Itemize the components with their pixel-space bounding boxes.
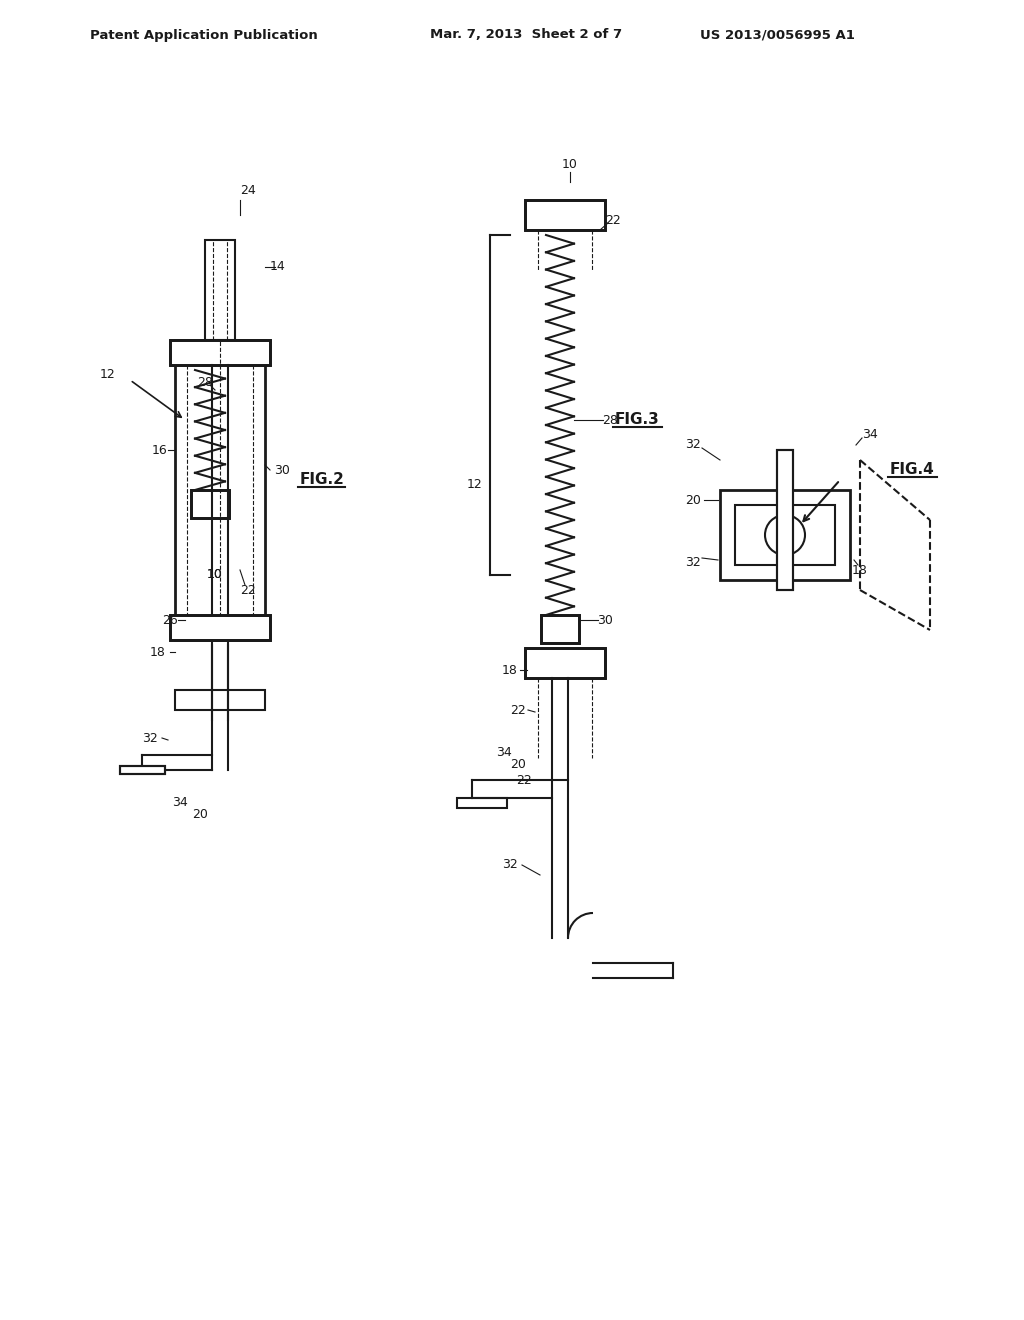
Text: 22: 22 — [605, 214, 621, 227]
Text: 22: 22 — [510, 704, 526, 717]
Text: Patent Application Publication: Patent Application Publication — [90, 29, 317, 41]
Text: 32: 32 — [142, 731, 158, 744]
Bar — [175, 341, 265, 640]
Bar — [175, 690, 265, 710]
Bar — [170, 341, 270, 366]
Text: Mar. 7, 2013  Sheet 2 of 7: Mar. 7, 2013 Sheet 2 of 7 — [430, 29, 623, 41]
Text: 26: 26 — [162, 614, 178, 627]
Text: 32: 32 — [685, 438, 700, 451]
Text: 20: 20 — [510, 759, 526, 771]
Bar — [170, 341, 270, 366]
Bar — [541, 615, 579, 643]
Text: 24: 24 — [240, 183, 256, 197]
Bar — [525, 648, 605, 678]
Text: 30: 30 — [274, 463, 290, 477]
Bar — [720, 490, 850, 579]
Text: 18: 18 — [852, 564, 868, 577]
Text: 10: 10 — [207, 569, 223, 582]
Text: 14: 14 — [270, 260, 286, 273]
Text: 12: 12 — [467, 479, 483, 491]
Bar — [457, 799, 507, 808]
Text: 32: 32 — [502, 858, 518, 871]
Bar — [191, 490, 229, 517]
Bar — [525, 201, 605, 230]
Text: 12: 12 — [99, 368, 115, 381]
Bar — [120, 766, 165, 774]
Text: FIG.3: FIG.3 — [615, 412, 659, 428]
Text: 16: 16 — [153, 444, 168, 457]
Bar — [777, 450, 793, 590]
Text: 10: 10 — [562, 158, 578, 172]
Text: 20: 20 — [193, 808, 208, 821]
Text: 34: 34 — [172, 796, 187, 808]
Bar — [525, 201, 605, 230]
Bar — [735, 506, 835, 565]
Bar — [170, 615, 270, 640]
Bar — [777, 450, 793, 590]
Text: 28: 28 — [197, 375, 213, 388]
Text: 32: 32 — [685, 556, 700, 569]
Bar — [120, 766, 165, 774]
Text: 20: 20 — [685, 494, 701, 507]
Bar — [205, 240, 234, 341]
Text: 34: 34 — [862, 429, 878, 441]
Text: FIG.4: FIG.4 — [890, 462, 935, 478]
Text: 28: 28 — [602, 413, 617, 426]
Text: 22: 22 — [516, 774, 531, 787]
Bar — [525, 648, 605, 678]
Bar — [170, 615, 270, 640]
Text: 22: 22 — [240, 583, 256, 597]
Bar — [191, 490, 229, 517]
Text: 18: 18 — [151, 645, 166, 659]
Text: FIG.2: FIG.2 — [300, 473, 345, 487]
Text: 30: 30 — [597, 614, 613, 627]
Text: 18: 18 — [502, 664, 518, 676]
Text: 34: 34 — [496, 746, 512, 759]
Bar — [541, 615, 579, 643]
Text: 10: 10 — [207, 569, 223, 582]
Text: US 2013/0056995 A1: US 2013/0056995 A1 — [700, 29, 855, 41]
